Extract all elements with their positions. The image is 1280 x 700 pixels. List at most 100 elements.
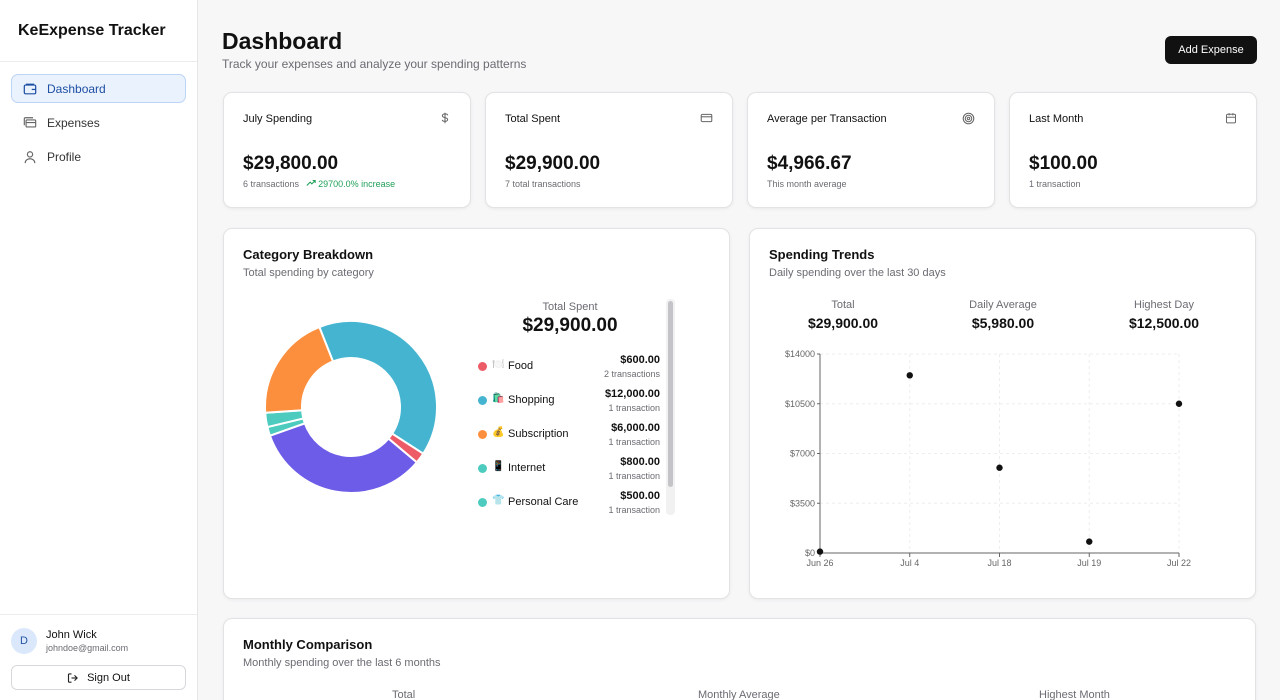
- page-subtitle: Track your expenses and analyze your spe…: [222, 57, 527, 71]
- scrollbar-thumb[interactable]: [668, 301, 673, 487]
- add-expense-button[interactable]: Add Expense: [1165, 36, 1257, 64]
- category-emoji: 💰: [492, 427, 505, 438]
- card-title: Monthly Comparison: [243, 637, 373, 652]
- stat-subtext: 1 transaction: [1029, 179, 1081, 189]
- data-point: [1086, 538, 1093, 545]
- trend-up-icon: [305, 179, 316, 186]
- stat-value: $4,966.67: [767, 153, 852, 174]
- y-tick-label: $3500: [790, 498, 815, 508]
- category-transactions: 1 transaction: [608, 437, 660, 447]
- page-title: Dashboard: [222, 28, 343, 54]
- card-subtitle: Monthly spending over the last 6 months: [243, 657, 441, 669]
- x-tick-label: Jul 19: [1077, 558, 1101, 568]
- monthly-comparison-card: Monthly Comparison Monthly spending over…: [223, 618, 1256, 700]
- category-transactions: 2 transactions: [603, 369, 660, 379]
- category-color-dot: [478, 430, 487, 439]
- category-emoji: 👕: [492, 495, 505, 506]
- category-color-dot: [478, 396, 487, 405]
- stat-card-last-month: Last Month $100.00 1 transaction: [1009, 92, 1257, 208]
- dollar-icon: [439, 112, 451, 124]
- y-tick-label: $7000: [790, 449, 815, 459]
- category-amount: $6,000.00: [611, 422, 660, 434]
- sidebar-item-label: Dashboard: [47, 81, 106, 96]
- card-title: Category Breakdown: [243, 247, 374, 262]
- card-subtitle: Total spending by category: [243, 267, 374, 279]
- trend-stat-label: Daily Average: [969, 299, 1037, 311]
- target-icon: [962, 112, 975, 125]
- sidebar-item-label: Profile: [47, 149, 82, 164]
- card-title: Spending Trends: [769, 247, 875, 262]
- trend-stat-total: Total $29,900.00: [763, 299, 923, 331]
- trend-stat-value: $12,500.00: [1128, 315, 1200, 331]
- trend-stat-value: $5,980.00: [971, 315, 1035, 331]
- stat-subtext: 6 transactions 29700.0% increase: [243, 179, 395, 189]
- data-point: [996, 464, 1003, 471]
- category-item: 📱 Internet $800.00 1 transaction: [478, 456, 660, 486]
- sidebar-item-profile[interactable]: Profile: [11, 142, 186, 171]
- category-name: Shopping: [508, 394, 555, 406]
- sidebar-item-dashboard[interactable]: Dashboard: [11, 74, 186, 103]
- donut-slice[interactable]: [264, 325, 335, 414]
- category-emoji: 🍽️: [492, 359, 505, 370]
- category-amount: $12,000.00: [604, 388, 660, 400]
- receipt-icon: [22, 115, 37, 130]
- category-emoji: 🛍️: [492, 393, 505, 404]
- trend-stat-label: Highest Day: [1134, 299, 1194, 311]
- category-transactions: 1 transaction: [608, 403, 660, 413]
- stat-subtext: 7 total transactions: [505, 179, 581, 189]
- app-title: KeExpense Tracker: [0, 0, 197, 62]
- stat-card-average: Average per Transaction $4,966.67 This m…: [747, 92, 995, 208]
- category-color-dot: [478, 362, 487, 371]
- trend-stat-value: $29,900.00: [807, 315, 879, 331]
- category-item: 👕 Personal Care $500.00 1 transaction: [478, 490, 660, 520]
- stat-card-july-spending: July Spending $29,800.00 6 transactions …: [223, 92, 471, 208]
- stat-title: Last Month: [1029, 113, 1084, 125]
- donut-slice[interactable]: [268, 422, 419, 494]
- user-name: John Wick: [46, 629, 97, 641]
- sidebar-nav: Dashboard Expenses Profile: [0, 62, 197, 188]
- calendar-icon: [1225, 112, 1237, 124]
- trend-stat-daily-average: Daily Average $5,980.00: [923, 299, 1083, 331]
- category-color-dot: [478, 464, 487, 473]
- category-amount: $600.00: [620, 354, 660, 366]
- transaction-count: 6 transactions: [243, 179, 300, 189]
- user-icon: [22, 149, 37, 164]
- category-name: Personal Care: [508, 496, 579, 508]
- sign-out-button[interactable]: Sign Out: [11, 665, 186, 690]
- category-item: 🛍️ Shopping $12,000.00 1 transaction: [478, 388, 660, 418]
- monthly-stat-total: Total: [392, 689, 416, 700]
- y-tick-label: $0: [805, 548, 815, 558]
- total-spent-label: Total Spent: [542, 301, 598, 313]
- x-tick-label: Jun 26: [806, 558, 833, 568]
- data-point: [1175, 400, 1183, 407]
- card-subtitle: Daily spending over the last 30 days: [769, 267, 946, 279]
- increase-indicator: 29700.0% increase: [305, 179, 395, 189]
- stat-value: $29,800.00: [243, 153, 339, 174]
- stat-subtext: This month average: [767, 179, 847, 189]
- monthly-stat-average: Monthly Average: [698, 689, 780, 700]
- credit-card-icon: [700, 112, 713, 124]
- wallet-icon: [22, 81, 37, 96]
- stat-value: $100.00: [1029, 153, 1098, 174]
- sidebar-item-expenses[interactable]: Expenses: [11, 108, 186, 137]
- stat-title: July Spending: [243, 113, 313, 125]
- category-transactions: 1 transaction: [608, 471, 660, 481]
- y-tick-label: $14000: [785, 349, 815, 359]
- x-tick-label: Jul 22: [1167, 558, 1191, 568]
- spending-trend-chart: $0 $3500 $7000 $10500 $14000 Jun 26 Jul 4 Jul 1…: [785, 349, 1191, 568]
- stat-value: $29,900.00: [505, 153, 601, 174]
- stat-title: Total Spent: [505, 113, 561, 125]
- donut-slice[interactable]: [318, 320, 438, 456]
- stat-title: Average per Transaction: [767, 113, 887, 125]
- category-breakdown-card: Category Breakdown Total spending by cat…: [223, 228, 730, 599]
- category-name: Subscription: [508, 428, 569, 440]
- x-tick-label: Jul 4: [900, 558, 919, 568]
- monthly-stat-highest: Highest Month: [1039, 689, 1110, 700]
- trend-stat-label: Total: [831, 299, 855, 311]
- category-emoji: 📱: [492, 461, 505, 472]
- category-transactions: 1 transaction: [608, 505, 660, 515]
- category-item: 🍽️ Food $600.00 2 transactions: [478, 354, 660, 384]
- data-point: [816, 548, 824, 555]
- category-color-dot: [478, 498, 487, 507]
- avatar: D: [11, 628, 37, 654]
